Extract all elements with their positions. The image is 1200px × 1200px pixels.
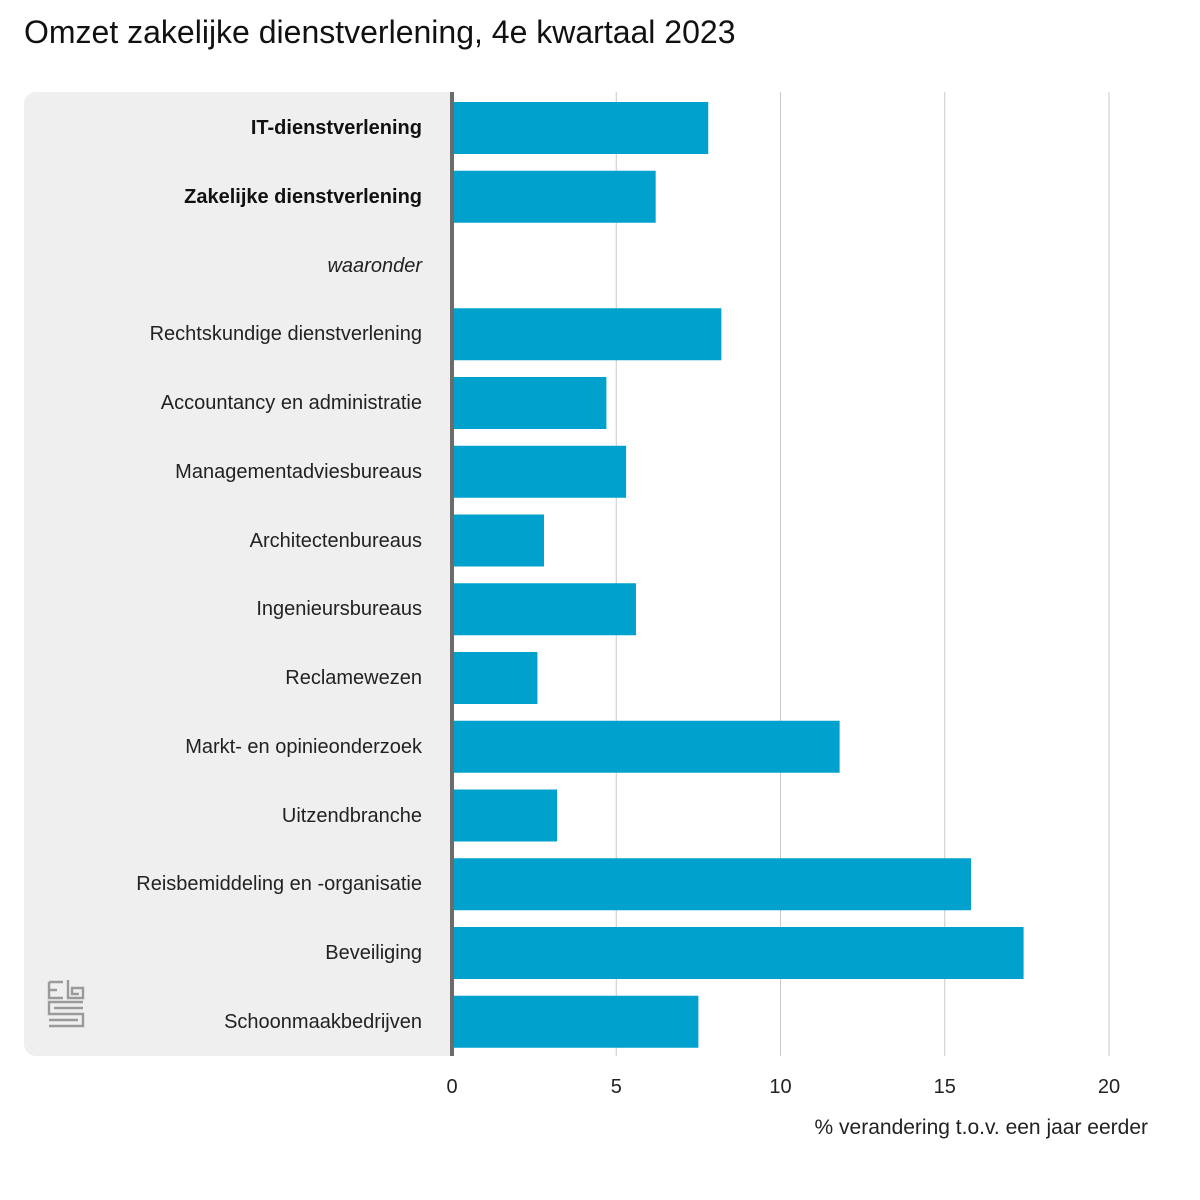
bar-beveiliging[interactable]: [452, 927, 1024, 979]
category-label: waaronder: [327, 254, 422, 277]
bar-ingenieursbureaus[interactable]: [452, 583, 636, 636]
bar-rechtskundige-dienstverlening[interactable]: [452, 308, 722, 361]
cbs-logo-icon: [47, 980, 85, 1028]
category-label: Zakelijke dienstverlening: [184, 185, 422, 208]
category-label: Reisbemiddeling en -organisatie: [136, 873, 422, 896]
x-tick-label: 5: [610, 1076, 622, 1098]
bar-managementadviesbureaus[interactable]: [452, 445, 627, 498]
category-label-panel: [24, 92, 452, 1056]
bar-zakelijke-dienstverlening[interactable]: [452, 170, 656, 223]
bar-markt-en-opinieonderzoek[interactable]: [452, 720, 840, 773]
bar-uitzendbranche[interactable]: [452, 789, 558, 842]
category-label: Reclamewezen: [285, 667, 422, 689]
bar-architectenbureaus[interactable]: [452, 514, 544, 567]
bar-reisbemiddeling-en-organisatie[interactable]: [452, 858, 972, 911]
category-label: Beveiliging: [325, 942, 422, 964]
category-label: Ingenieursbureaus: [256, 598, 422, 621]
bar-schoonmaakbedrijven[interactable]: [452, 995, 699, 1048]
x-axis-title: % verandering t.o.v. een jaar eerder: [814, 1116, 1148, 1139]
category-label: Managementadviesbureaus: [175, 460, 422, 483]
x-tick-label: 20: [1097, 1076, 1121, 1098]
category-label: Schoonmaakbedrijven: [224, 1010, 422, 1033]
bar-it-dienstverlening[interactable]: [452, 102, 709, 154]
category-label: Uitzendbranche: [281, 804, 422, 827]
category-label: Accountancy en administratie: [160, 392, 422, 414]
category-label: IT-dienstverlening: [250, 117, 422, 139]
x-tick-label: 15: [933, 1076, 956, 1098]
chart-title: Omzet zakelijke dienstverlening, 4e kwar…: [24, 14, 736, 50]
category-label: Architectenbureaus: [249, 529, 422, 552]
bar-accountancy-en-administratie[interactable]: [452, 377, 607, 429]
x-tick-label: 0: [446, 1076, 458, 1098]
x-tick-label: 10: [769, 1076, 792, 1098]
bar-reclamewezen[interactable]: [452, 652, 538, 704]
category-label: Markt- en opinieonderzoek: [185, 735, 422, 758]
category-label: Rechtskundige dienstverlening: [149, 323, 422, 346]
